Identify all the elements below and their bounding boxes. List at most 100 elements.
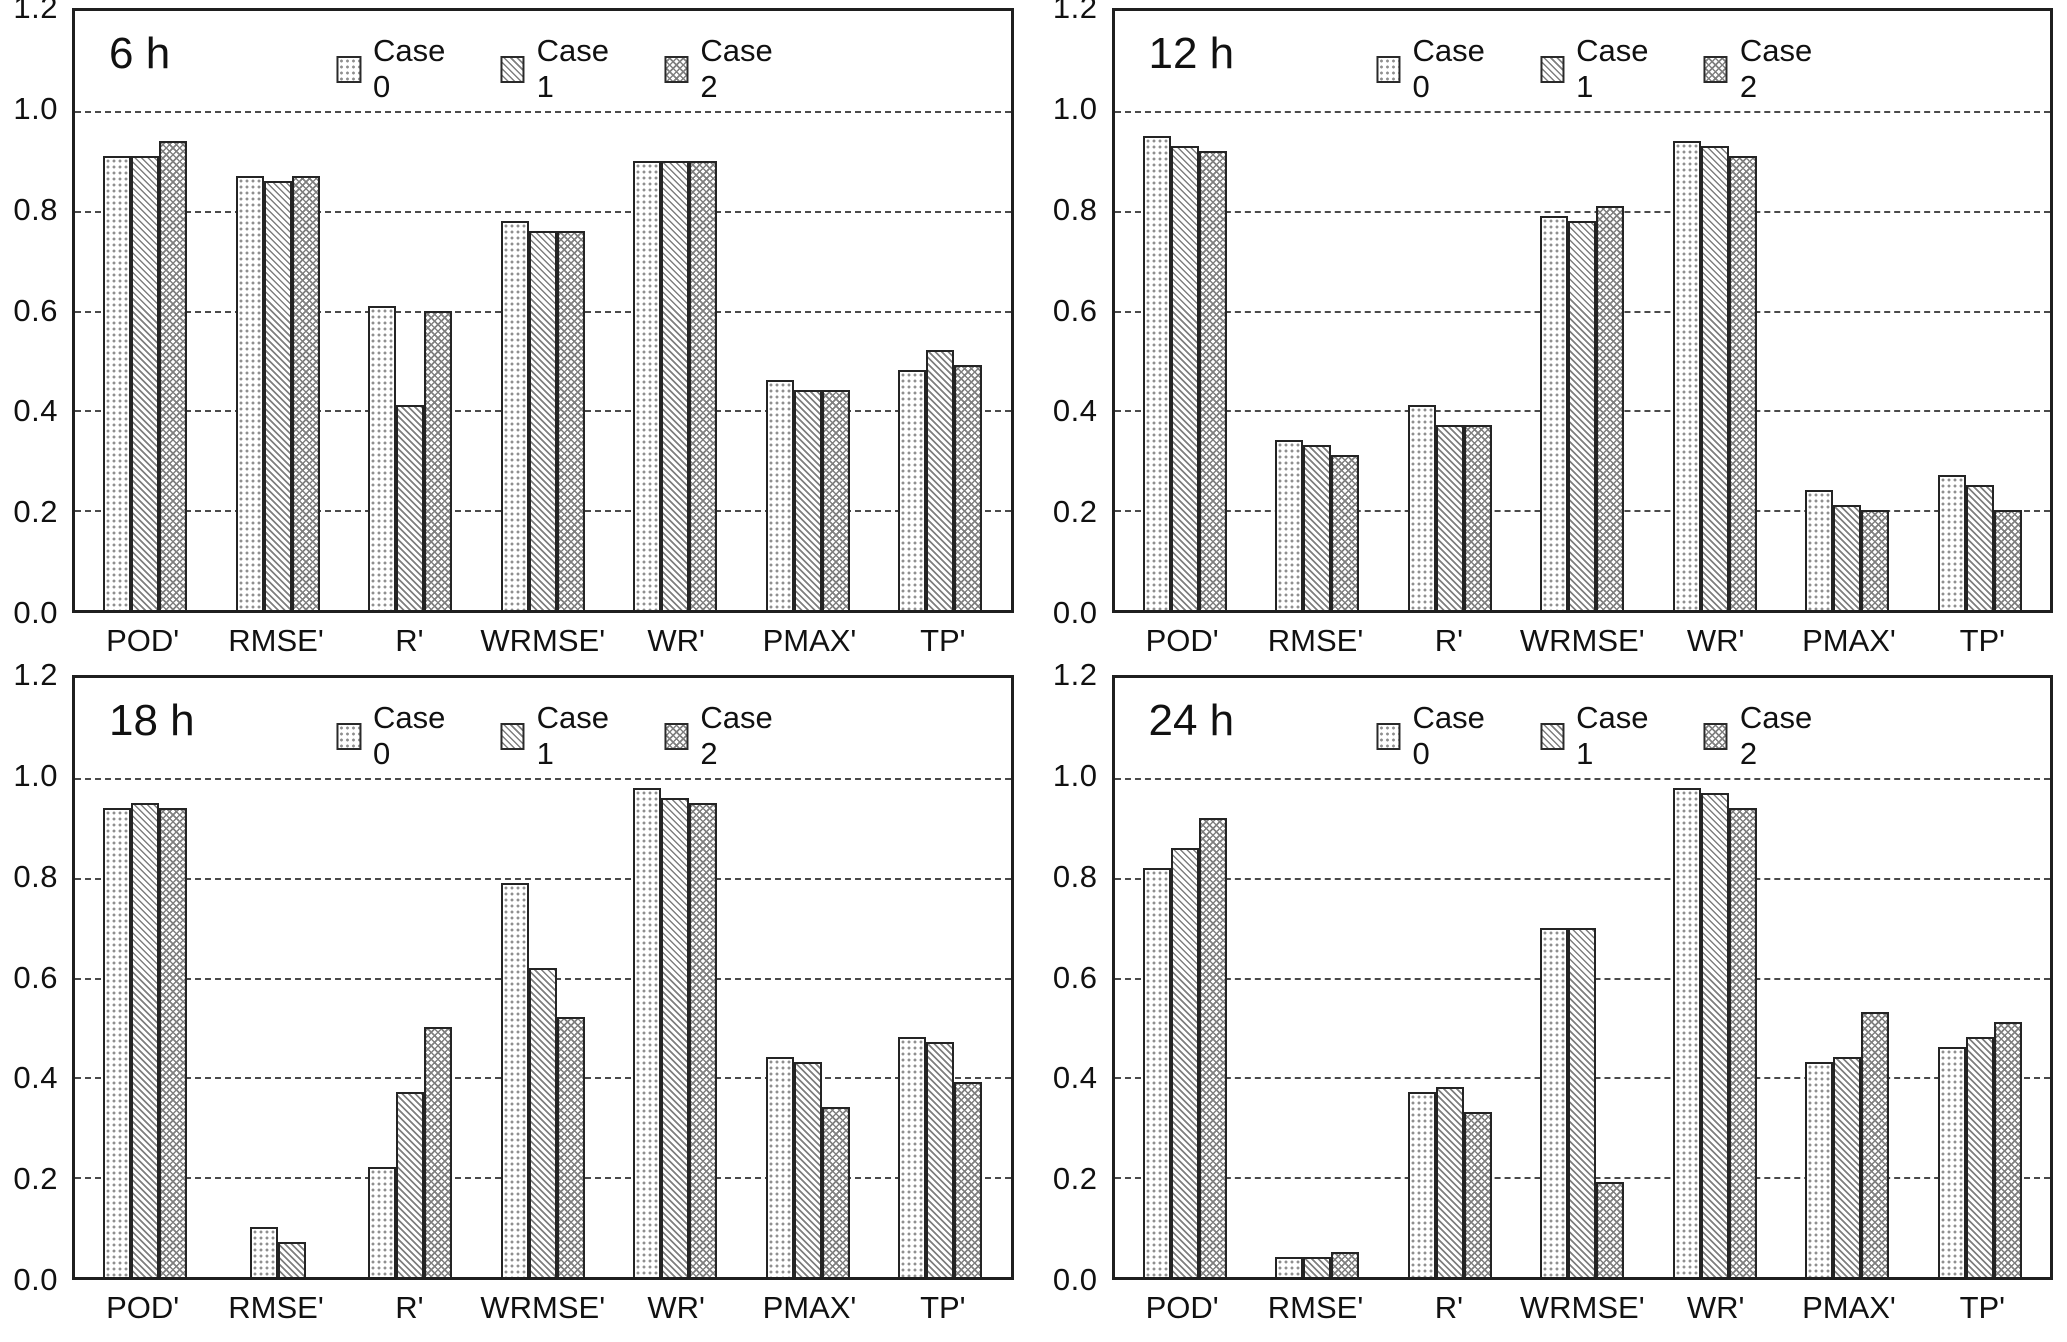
y-tick-label: 0.6 <box>13 292 58 328</box>
bar-case1-tp <box>926 1042 955 1277</box>
legend: Case 0 Case 1 Case 2 <box>1376 700 1825 772</box>
bar-case1-rmse <box>1303 1257 1332 1277</box>
bar-case1-wrmse <box>1568 927 1597 1277</box>
panel-title: 12 h <box>1148 29 1235 78</box>
gridline <box>1114 777 2050 780</box>
legend-swatch-dots-icon <box>336 722 361 750</box>
y-tick-label: 0.8 <box>1052 858 1098 894</box>
bar-case1-r <box>396 1092 425 1277</box>
bar-case0-pmax <box>1805 1062 1834 1277</box>
bar-group-r <box>344 11 477 610</box>
x-tick-label: WRMSE' <box>480 623 606 658</box>
plot-row: 0.0 0.2 0.4 0.6 0.8 1.0 1.2 18 h Case 0 Case 1 Cas… <box>8 657 1014 1297</box>
legend-item-case-1: Case 1 <box>500 33 623 105</box>
bar-case2-pmax <box>1861 1012 1890 1277</box>
legend-item-case-1: Case 1 <box>1540 700 1662 772</box>
bar-case0-rmse <box>1275 440 1304 610</box>
bar-case1-wr <box>1700 145 1729 610</box>
bar-group-pod <box>79 11 212 610</box>
bar-group-pmax <box>1781 11 1914 610</box>
bar-case2-r <box>1463 1112 1492 1277</box>
bar-case2-rmse <box>1331 1252 1360 1277</box>
x-tick-label: TP' <box>1959 623 2006 658</box>
bar-group-wr <box>1649 11 1782 610</box>
y-axis: 0.0 0.2 0.4 0.6 0.8 1.0 1.2 <box>1048 657 1112 1297</box>
x-axis: POD' RMSE' R' WRMSE' WR' PMAX' TP' <box>8 1280 1014 1332</box>
bar-case0-wr <box>1672 787 1701 1277</box>
bar-case2-rmse <box>1331 455 1360 610</box>
gridline <box>75 877 1011 880</box>
bar-case1-pmax <box>1833 1057 1862 1277</box>
legend-label: Case 1 <box>1576 700 1649 771</box>
gridline <box>75 110 1011 113</box>
y-axis: 0.0 0.2 0.4 0.6 0.8 1.0 1.2 <box>8 657 72 1297</box>
bar-case0-rmse <box>235 175 264 610</box>
x-axis: POD' RMSE' R' WRMSE' WR' PMAX' TP' <box>8 613 1014 665</box>
x-tick-label: RMSE' <box>228 623 324 658</box>
x-tick-label: TP' <box>1959 1290 2006 1325</box>
y-tick-label: 0.4 <box>13 1060 58 1096</box>
gridline <box>1114 110 2050 113</box>
bar-group-pmax <box>742 678 875 1277</box>
bar-case0-pmax <box>765 380 794 610</box>
legend-item-case-0: Case 0 <box>1376 700 1498 772</box>
bar-case1-wrmse <box>1568 220 1597 610</box>
bar-case0-pmax <box>1805 490 1834 610</box>
y-tick-label: 0.6 <box>1052 959 1098 995</box>
bar-case0-rmse <box>249 1227 278 1277</box>
x-tick-label: PMAX' <box>762 1290 857 1325</box>
legend-item-case-0: Case 0 <box>336 33 459 105</box>
legend-label: Case 0 <box>372 700 446 771</box>
bar-case0-wrmse <box>1540 215 1569 610</box>
y-tick-label: 1.2 <box>13 657 58 692</box>
x-tick-label: WRMSE' <box>480 1290 606 1325</box>
x-tick-label: WR' <box>647 623 705 658</box>
bar-group-r <box>1384 678 1517 1277</box>
y-tick-label: 0.4 <box>13 393 58 429</box>
legend-swatch-crosshatch-icon <box>1703 55 1728 83</box>
x-tick-label: R' <box>1434 623 1464 658</box>
legend-item-case-2: Case 2 <box>1703 700 1826 772</box>
x-tick-label: POD' <box>1145 623 1219 658</box>
bar-case2-tp <box>954 365 983 610</box>
y-tick-label: 1.2 <box>13 0 58 25</box>
bar-groups <box>1115 11 2051 610</box>
legend-label: Case 2 <box>700 700 773 771</box>
y-tick-label: 1.2 <box>1052 657 1098 692</box>
x-tick-label: RMSE' <box>1267 623 1364 658</box>
bar-case2-pod <box>159 140 188 610</box>
x-axis: POD' RMSE' R' WRMSE' WR' PMAX' TP' <box>1048 613 2054 665</box>
bar-case2-pod <box>159 807 188 1277</box>
y-tick-label: 0.0 <box>1052 595 1098 630</box>
bar-case1-pod <box>1170 847 1199 1277</box>
x-labels: POD' RMSE' R' WRMSE' WR' PMAX' TP' <box>1112 613 2054 665</box>
y-tick-label: 0.8 <box>13 191 58 227</box>
bar-case1-r <box>1435 425 1464 610</box>
bar-case1-pod <box>131 802 160 1277</box>
plot-row: 0.0 0.2 0.4 0.6 0.8 1.0 1.2 6 h Case 0 Case 1 Case… <box>8 0 1014 630</box>
bar-case1-r <box>396 405 425 610</box>
bar-case2-pmax <box>1861 510 1890 610</box>
x-tick-label: WRMSE' <box>1519 1290 1645 1325</box>
legend-label: Case 1 <box>1576 33 1649 104</box>
x-labels: POD' RMSE' R' WRMSE' WR' PMAX' TP' <box>72 1280 1014 1332</box>
x-axis: POD' RMSE' R' WRMSE' WR' PMAX' TP' <box>1048 1280 2054 1332</box>
x-labels: POD' RMSE' R' WRMSE' WR' PMAX' TP' <box>1112 1280 2054 1332</box>
legend-swatch-diagonal-icon <box>500 55 525 83</box>
x-tick-label: POD' <box>106 623 180 658</box>
legend-label: Case 2 <box>1739 700 1813 771</box>
plot-area: 24 h Case 0 Case 1 Case 2 <box>1111 675 2053 1280</box>
y-tick-label: 1.0 <box>1052 90 1098 126</box>
bar-group-wrmse <box>1516 11 1649 610</box>
bar-case0-pmax <box>765 1057 794 1277</box>
bar-group-r <box>1384 11 1517 610</box>
legend-label: Case 0 <box>1412 700 1485 771</box>
bar-case1-wr <box>1700 792 1729 1277</box>
legend-item-case-0: Case 0 <box>1376 33 1498 105</box>
bar-groups <box>1115 678 2051 1277</box>
bar-group-tp <box>874 11 1007 610</box>
bar-case2-pmax <box>821 390 850 610</box>
bar-case0-r <box>368 305 397 610</box>
chart-panel-12h: 0.0 0.2 0.4 0.6 0.8 1.0 1.2 12 h Case 0 Case 1 Cas… <box>1048 0 2054 665</box>
bar-case0-pod <box>103 155 132 610</box>
